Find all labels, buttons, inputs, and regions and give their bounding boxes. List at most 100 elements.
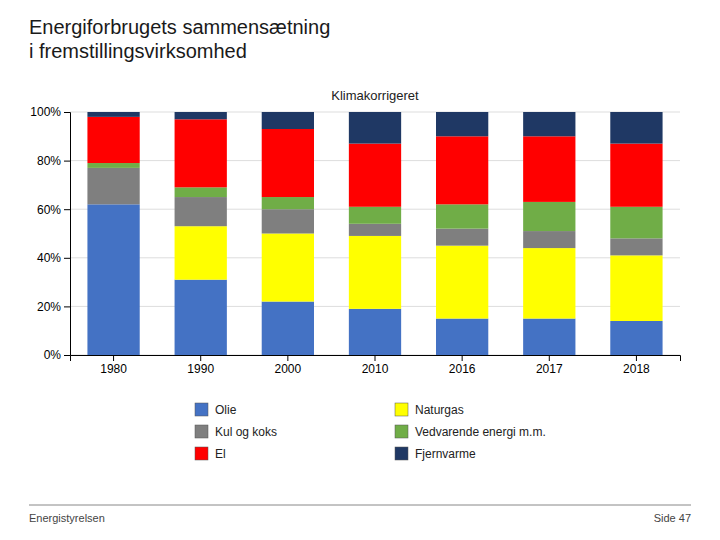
- bar: [349, 236, 401, 309]
- bar: [436, 229, 488, 246]
- series: [87, 204, 662, 355]
- title: Energiforbrugets sammensætningi fremstil…: [29, 16, 330, 62]
- tick: 2010: [362, 355, 389, 376]
- legend-label: Kul og koks: [215, 425, 277, 439]
- tick-mark: [549, 355, 550, 361]
- legend-item: Olie: [195, 403, 237, 417]
- bar: [610, 144, 662, 207]
- tick-mark: [287, 355, 288, 361]
- bar: [349, 207, 401, 224]
- bar: [87, 168, 139, 204]
- bar: [523, 112, 575, 136]
- tick-mark: [64, 258, 70, 259]
- series: [87, 112, 662, 144]
- tick-label: 40%: [37, 251, 61, 265]
- grid: [70, 112, 680, 355]
- tick-mark: [64, 209, 70, 210]
- tick-label: 2017: [536, 362, 563, 376]
- bar: [175, 119, 227, 187]
- tick-label: 20%: [37, 300, 61, 314]
- bar: [523, 248, 575, 318]
- bar: [436, 204, 488, 228]
- bar: [175, 197, 227, 226]
- legend-label: Naturgas: [415, 403, 464, 417]
- axis-line: [64, 113, 71, 356]
- tick-label: 2000: [275, 362, 302, 376]
- legend-item: Naturgas: [395, 403, 464, 417]
- legend: Olie Naturgas Kul og koks Vedvarende energi…: [195, 403, 546, 461]
- tick: 2016: [449, 355, 476, 376]
- tick-label: 2010: [362, 362, 389, 376]
- y-axis: 0% 20% 40% 60% 80% 100%: [30, 105, 70, 362]
- bar: [262, 234, 314, 302]
- tick-mark: [636, 355, 637, 361]
- title-line: Energiforbrugets sammensætning: [29, 16, 330, 38]
- tick-label: 0%: [44, 348, 62, 362]
- bar: [523, 202, 575, 231]
- tick-mark: [113, 355, 114, 361]
- legend-label: El: [215, 447, 226, 461]
- axis-line: [71, 356, 681, 362]
- bar: [436, 112, 488, 136]
- bar: [349, 144, 401, 207]
- series: [175, 226, 663, 321]
- tick: 2018: [623, 355, 650, 376]
- x-axis: 1980 1990 2000 2010 2016 2017 2018: [71, 355, 681, 376]
- tick: 20%: [37, 300, 70, 314]
- bars: [87, 112, 662, 355]
- plot: Klimakorrigeret 0% 20% 40% 60% 80% 100% 1980 199…: [30, 88, 680, 376]
- footer-text: Side 47: [654, 512, 691, 524]
- tick-label: 1980: [100, 362, 127, 376]
- legend-item: Kul og koks: [195, 425, 277, 439]
- tick-mark: [64, 306, 70, 307]
- bar: [436, 319, 488, 355]
- tick: 40%: [37, 251, 70, 265]
- bar: [87, 117, 139, 163]
- legend-item: Vedvarende energi m.m.: [395, 425, 546, 439]
- bar: [87, 204, 139, 355]
- bar: [262, 129, 314, 197]
- bar: [523, 136, 575, 202]
- bar: [523, 319, 575, 355]
- bar: [436, 136, 488, 204]
- bar: [610, 112, 662, 144]
- tick-label: 60%: [37, 203, 61, 217]
- bar: [610, 255, 662, 321]
- tick: 0%: [44, 348, 70, 362]
- bar: [175, 112, 227, 119]
- bar: [175, 187, 227, 197]
- tick-mark: [375, 355, 376, 361]
- bar: [610, 207, 662, 239]
- tick: 80%: [37, 154, 70, 168]
- tick-mark: [64, 161, 70, 162]
- legend-swatch: [395, 447, 408, 460]
- bar: [436, 246, 488, 319]
- subtitle: Klimakorrigeret: [331, 88, 419, 103]
- legend-item: El: [195, 447, 226, 461]
- legend-label: Fjernvarme: [415, 447, 476, 461]
- tick-label: 1990: [187, 362, 214, 376]
- bar: [87, 163, 139, 168]
- tick-mark: [64, 355, 70, 356]
- legend-swatch: [395, 425, 408, 438]
- bar: [610, 238, 662, 255]
- legend-item: Fjernvarme: [395, 447, 476, 461]
- bar: [349, 309, 401, 355]
- tick-label: 2018: [623, 362, 650, 376]
- bar: [175, 226, 227, 279]
- bar: [262, 302, 314, 355]
- bar: [349, 112, 401, 144]
- bar: [262, 112, 314, 129]
- tick-mark: [200, 355, 201, 361]
- footer-rule: [29, 505, 691, 506]
- tick: 100%: [30, 105, 70, 119]
- tick-mark: [64, 112, 70, 113]
- tick-mark: [462, 355, 463, 361]
- bar: [262, 209, 314, 233]
- bar: [262, 197, 314, 209]
- chart: Energiforbrugets sammensætningi fremstil…: [0, 0, 720, 540]
- bar: [349, 224, 401, 236]
- footer-text: Energistyrelsen: [29, 512, 105, 524]
- tick: 1990: [187, 355, 214, 376]
- tick: 60%: [37, 203, 70, 217]
